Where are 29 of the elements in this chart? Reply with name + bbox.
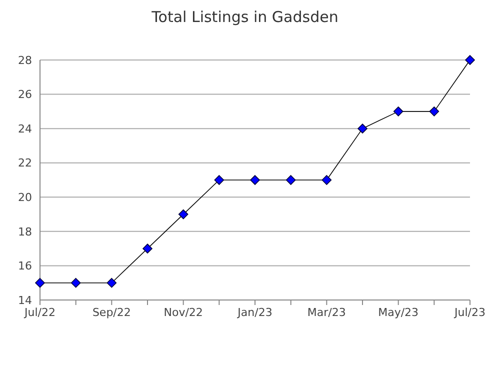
y-tick-label: 18 bbox=[18, 225, 32, 238]
chart-title: Total Listings in Gadsden bbox=[150, 8, 338, 26]
point bbox=[70, 278, 81, 288]
point bbox=[358, 124, 368, 134]
x-tick-label: Jul/23 bbox=[454, 306, 486, 319]
point bbox=[465, 55, 475, 65]
x-tick-label: Nov/22 bbox=[164, 306, 203, 319]
y-tick-label: 28 bbox=[18, 54, 32, 67]
y-tick-label: 24 bbox=[18, 122, 32, 136]
y-tick-label: 26 bbox=[18, 88, 32, 102]
point bbox=[250, 175, 260, 185]
y-tick-label: 14 bbox=[18, 294, 32, 307]
y-tick-label: 20 bbox=[18, 190, 32, 204]
point bbox=[214, 175, 224, 185]
point bbox=[286, 175, 296, 185]
point bbox=[429, 106, 440, 116]
point bbox=[35, 278, 45, 288]
point bbox=[393, 106, 404, 116]
point bbox=[106, 278, 117, 288]
point bbox=[322, 175, 332, 185]
x-tick-label: Jan/23 bbox=[236, 306, 272, 319]
point bbox=[178, 209, 188, 220]
y-tick-label: 22 bbox=[18, 156, 32, 170]
y-tick-label: 16 bbox=[18, 260, 32, 273]
x-tick-label: Sep/22 bbox=[92, 306, 131, 319]
x-tick-label: Mar/23 bbox=[307, 306, 346, 319]
x-tick-label: May/23 bbox=[378, 306, 419, 319]
point bbox=[142, 244, 152, 254]
x-tick-label: Jul/22 bbox=[24, 306, 56, 319]
